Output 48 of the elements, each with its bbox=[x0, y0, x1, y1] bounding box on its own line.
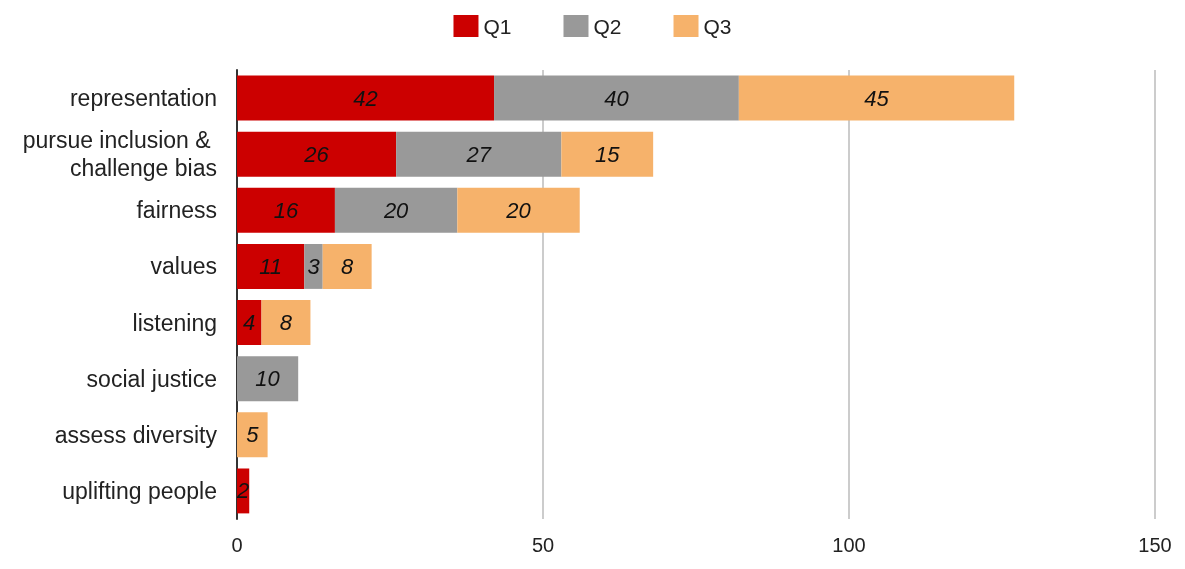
y-tick-label: social justice bbox=[86, 365, 217, 392]
bar bbox=[322, 243, 372, 289]
data-label: 4 bbox=[243, 310, 256, 336]
data-label: 26 bbox=[303, 141, 330, 167]
bar bbox=[261, 300, 311, 346]
data-label: 11 bbox=[259, 253, 283, 279]
bar bbox=[237, 412, 268, 458]
y-tick-label: pursue inclusion & challenge bias bbox=[22, 127, 217, 182]
data-label: 27 bbox=[465, 141, 492, 167]
x-tick-label: 150 bbox=[1138, 534, 1172, 556]
x-tick-label: 0 bbox=[231, 534, 243, 556]
data-label: 5 bbox=[246, 422, 260, 448]
data-label: 15 bbox=[595, 141, 621, 167]
data-label: 2 bbox=[235, 478, 250, 504]
bar bbox=[237, 356, 299, 402]
data-label: 20 bbox=[505, 197, 532, 223]
bar bbox=[561, 131, 654, 177]
bar bbox=[396, 131, 562, 177]
bar bbox=[237, 75, 495, 121]
y-tick-label: representation bbox=[69, 85, 217, 112]
legend-label: Q1 bbox=[483, 14, 512, 38]
y-tick-label: fairness bbox=[136, 197, 217, 224]
bar bbox=[237, 187, 335, 233]
data-label: 42 bbox=[353, 85, 378, 111]
legend-label: Q3 bbox=[703, 14, 732, 38]
bar bbox=[457, 187, 580, 233]
bar bbox=[237, 300, 262, 346]
x-tick-label: 100 bbox=[832, 534, 866, 556]
data-label: 10 bbox=[255, 366, 281, 392]
data-label: 40 bbox=[604, 85, 630, 111]
bar bbox=[304, 243, 323, 289]
data-label: 20 bbox=[382, 197, 410, 223]
data-label: 16 bbox=[273, 197, 299, 223]
x-tick-label: 50 bbox=[531, 534, 555, 556]
bar bbox=[738, 75, 1015, 121]
bar bbox=[237, 131, 397, 177]
legend-label: Q2 bbox=[593, 14, 622, 38]
data-label: 45 bbox=[864, 85, 890, 111]
y-tick-label: uplifting people bbox=[62, 477, 217, 504]
data-label: 8 bbox=[341, 253, 355, 279]
y-tick-label: listening bbox=[132, 309, 217, 336]
bar bbox=[494, 75, 739, 121]
bar bbox=[237, 243, 305, 289]
y-tick-label: assess diversity bbox=[54, 421, 218, 448]
data-label: 3 bbox=[307, 253, 321, 279]
data-label: 8 bbox=[279, 310, 293, 336]
y-tick-label: values bbox=[150, 253, 217, 280]
bar bbox=[334, 187, 458, 233]
